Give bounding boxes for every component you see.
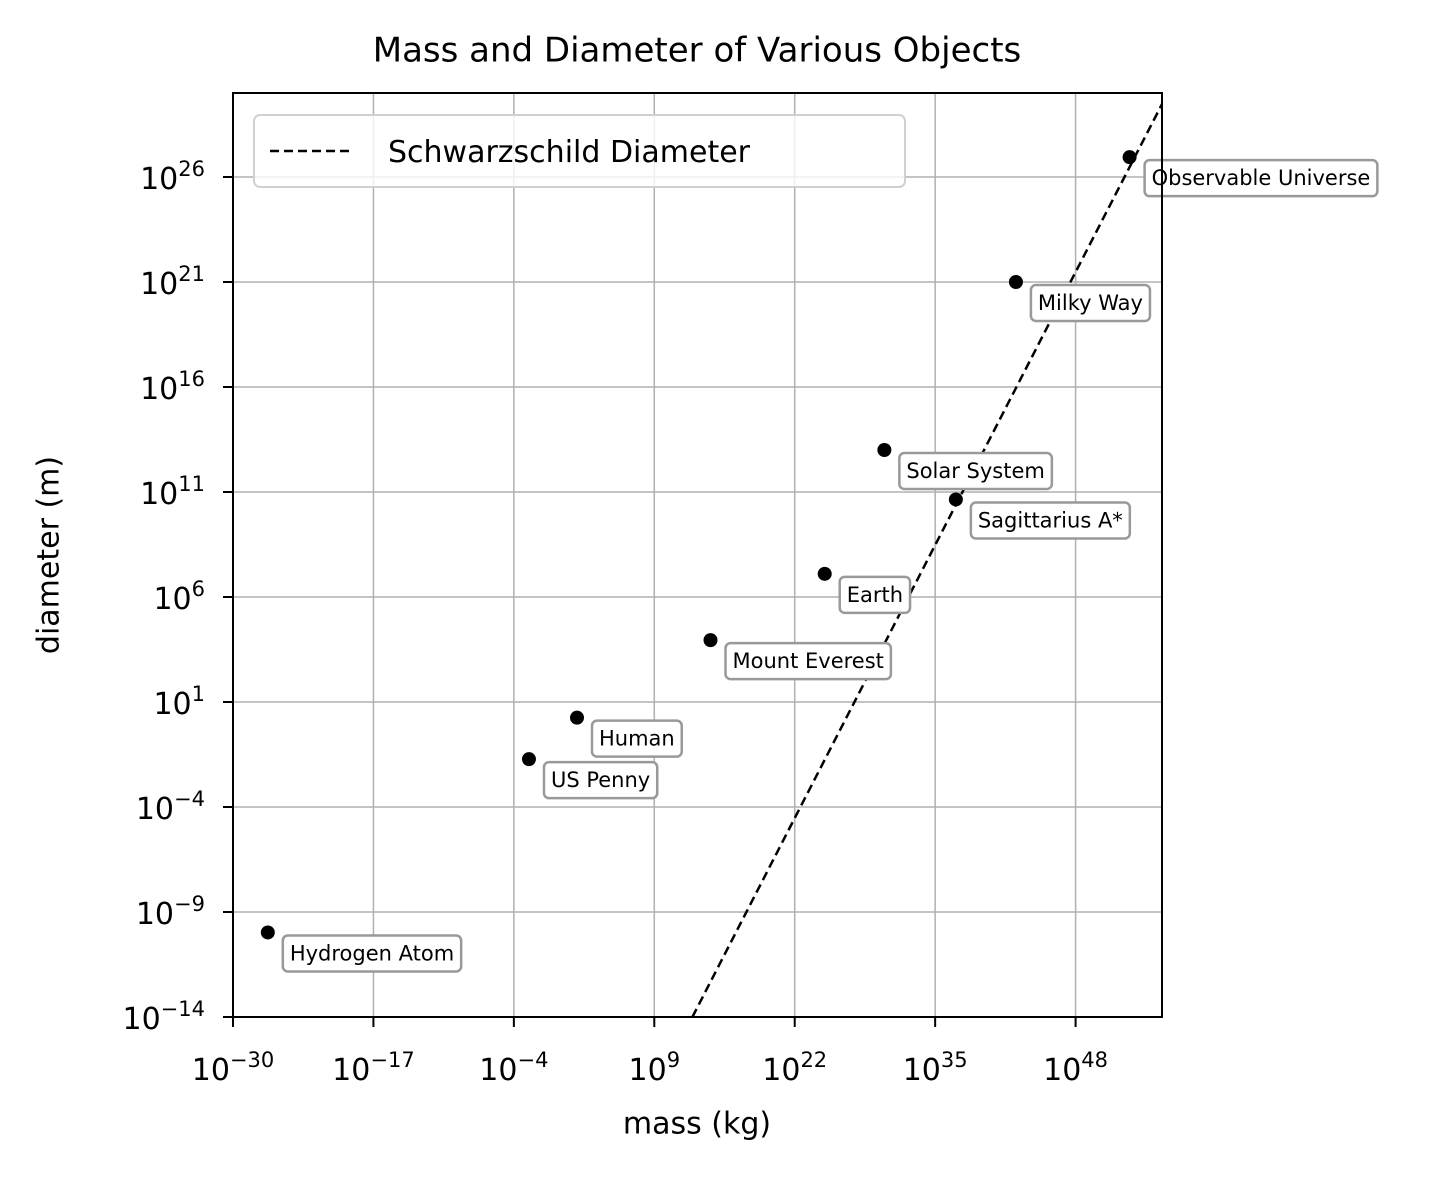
grid — [232, 93, 1162, 1018]
tick-base: 10 — [122, 1002, 160, 1037]
tick-base: 10 — [140, 372, 178, 407]
y-tick-label: 10−4 — [136, 787, 205, 827]
annotation-box — [969, 501, 1132, 540]
tick-base: 10 — [136, 792, 174, 827]
data-point — [1122, 150, 1137, 165]
data-point — [260, 925, 275, 940]
y-tick-label: 106 — [153, 577, 205, 617]
chart-title: Mass and Diameter of Various Objects — [373, 31, 1022, 71]
point-annotation: Milky Way — [1029, 283, 1152, 323]
data-point — [817, 566, 832, 581]
annotation-label: Solar System — [906, 459, 1045, 483]
tick-base: 10 — [140, 477, 178, 512]
tick-exponent: 26 — [178, 157, 205, 181]
tick-exponent: −30 — [230, 1048, 274, 1072]
tick-exponent: −9 — [174, 892, 205, 916]
annotation-label: Milky Way — [1038, 291, 1143, 315]
point-annotation: Hydrogen Atom — [281, 934, 463, 973]
tick-base: 10 — [136, 897, 174, 932]
y-tick-label: 101 — [153, 682, 205, 722]
y-tick-label: 1026 — [140, 157, 205, 197]
annotation-label: Earth — [847, 583, 903, 607]
annotation-box — [590, 719, 684, 758]
y-tick-label: 10−9 — [136, 892, 205, 932]
annotation-box — [838, 575, 912, 615]
data-point — [703, 633, 718, 648]
point-annotation: Sagittarius A* — [969, 501, 1132, 540]
x-axis-label: mass (kg) — [623, 1107, 771, 1142]
annotation-box — [724, 641, 893, 681]
tick-base: 10 — [192, 1053, 230, 1088]
x-tick-label: 10−30 — [192, 1048, 275, 1088]
annotation-box — [1143, 158, 1379, 198]
tick-exponent: 48 — [1081, 1048, 1108, 1072]
tick-base: 10 — [903, 1053, 941, 1088]
tick-exponent: 1 — [192, 682, 205, 706]
tick-exponent: −17 — [370, 1048, 414, 1072]
tick-exponent: −4 — [174, 787, 205, 811]
tick-base: 10 — [629, 1053, 667, 1088]
tick-exponent: 16 — [178, 367, 205, 391]
data-point — [1008, 275, 1023, 289]
y-tick-label: 1021 — [140, 262, 205, 302]
point-annotation: Mount Everest — [724, 641, 893, 681]
legend-label: Schwarzschild Diameter — [388, 135, 751, 170]
schwarzschild-line — [691, 103, 1162, 1017]
tick-base: 10 — [153, 582, 191, 617]
data-point — [877, 443, 892, 457]
tick-exponent: 21 — [178, 262, 205, 286]
x-tick-label: 10−17 — [332, 1048, 415, 1088]
annotation-label: Mount Everest — [733, 649, 884, 673]
tick-exponent: 11 — [178, 472, 205, 496]
plot-frame — [232, 92, 1163, 1018]
axes: 10−30 10−17 10−4 109 1022 1035 104810−1410−910… — [122, 157, 1108, 1088]
point-annotation: US Penny — [542, 760, 659, 800]
y-tick-label: 10−14 — [122, 997, 205, 1037]
tick-exponent: 22 — [800, 1048, 827, 1072]
tick-base: 10 — [140, 267, 178, 302]
legend-box — [253, 114, 906, 188]
annotation-box — [1029, 283, 1152, 323]
x-tick-label: 1022 — [762, 1048, 827, 1088]
annotation-box — [542, 760, 659, 800]
data-point — [570, 710, 585, 725]
annotation-box — [281, 934, 463, 973]
tick-base: 10 — [762, 1053, 800, 1088]
annotations: Hydrogen Atom US Penny Human Mount Everest E… — [281, 158, 1379, 973]
data-point — [521, 752, 536, 767]
plot-area — [260, 103, 1162, 1017]
y-tick-label: 1016 — [140, 367, 205, 407]
tick-base: 10 — [153, 687, 191, 722]
annotation-label: Hydrogen Atom — [290, 941, 454, 965]
tick-exponent: 35 — [941, 1048, 968, 1072]
x-tick-label: 1048 — [1043, 1048, 1108, 1088]
tick-base: 10 — [332, 1053, 370, 1088]
x-tick-label: 10−4 — [479, 1048, 548, 1088]
point-annotation: Earth — [838, 575, 912, 615]
tick-exponent: 9 — [667, 1048, 680, 1072]
point-annotation: Observable Universe — [1143, 158, 1379, 198]
point-annotation: Human — [590, 719, 684, 758]
annotation-label: Sagittarius A* — [978, 508, 1123, 532]
data-point — [948, 492, 963, 507]
tick-base: 10 — [140, 162, 178, 197]
tick-base: 10 — [1043, 1053, 1081, 1088]
x-tick-label: 1035 — [903, 1048, 968, 1088]
y-tick-label: 1011 — [140, 472, 205, 512]
legend: Schwarzschild Diameter — [253, 114, 906, 188]
tick-base: 10 — [479, 1053, 517, 1088]
annotation-label: Observable Universe — [1152, 166, 1371, 190]
point-annotation: Solar System — [898, 451, 1054, 491]
annotation-box — [898, 451, 1054, 491]
tick-exponent: −14 — [161, 997, 205, 1021]
annotation-label: US Penny — [551, 768, 650, 792]
y-axis-label: diameter (m) — [32, 456, 67, 654]
tick-exponent: 6 — [192, 577, 205, 601]
x-tick-label: 109 — [629, 1048, 681, 1088]
annotation-label: Human — [599, 727, 675, 751]
tick-exponent: −4 — [517, 1048, 548, 1072]
